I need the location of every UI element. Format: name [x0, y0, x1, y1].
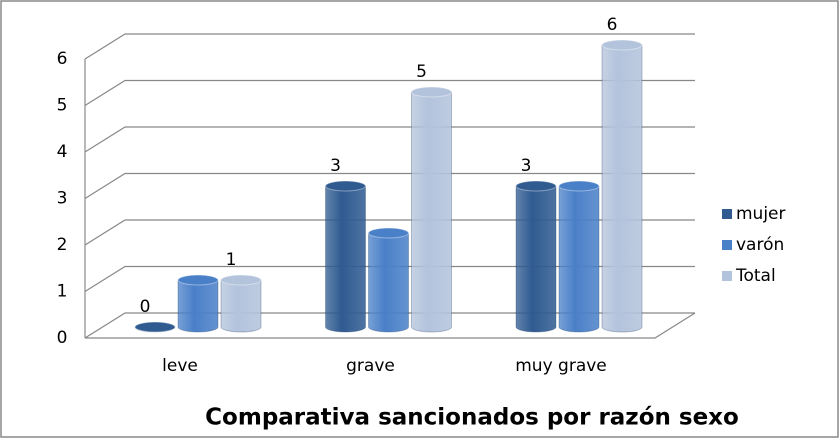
bar-top [368, 227, 409, 239]
data-label: 3 [330, 156, 341, 176]
legend-swatch [722, 240, 732, 250]
floor [85, 312, 696, 339]
data-label: 6 [607, 15, 618, 35]
x-tick-label: grave [346, 356, 395, 376]
legend-label: mujer [736, 204, 786, 224]
data-label: 3 [521, 156, 532, 176]
grid-line [84, 33, 695, 60]
y-tick-label: 0 [57, 328, 68, 348]
grid-line [84, 79, 695, 107]
y-tick-label: 5 [57, 96, 68, 116]
bar [515, 185, 557, 333]
grid-line [84, 219, 695, 246]
y-tick-label: 2 [57, 235, 68, 255]
bar [601, 44, 643, 333]
y-tick-label: 1 [57, 282, 68, 302]
bar [411, 91, 452, 333]
bar [368, 232, 409, 333]
bar-top [134, 321, 176, 333]
data-label: 0 [140, 297, 151, 317]
data-label: 1 [226, 250, 237, 270]
grid-line [84, 172, 695, 200]
bar-top [601, 39, 643, 51]
x-tick-label: leve [162, 356, 198, 376]
bar-top [325, 180, 366, 192]
bar-top [411, 86, 452, 98]
bar-top [177, 274, 219, 286]
chart-title: Comparativa sancionados por razón sexo [205, 405, 739, 431]
legend-label: Total [735, 266, 776, 286]
bar [177, 279, 219, 333]
bar [558, 185, 600, 333]
x-tick-label: muy grave [515, 356, 607, 376]
grid-line [84, 265, 695, 293]
bar-top [515, 180, 557, 192]
bar-top [558, 180, 600, 192]
y-tick-label: 6 [57, 49, 68, 69]
legend-label: varón [736, 235, 784, 255]
legend-swatch [722, 209, 732, 219]
y-tick-label: 4 [57, 142, 68, 162]
bar [325, 185, 366, 333]
grid-line [84, 126, 695, 153]
grid-line [84, 312, 695, 339]
legend-swatch [722, 271, 732, 281]
bar-top [220, 274, 262, 286]
y-tick-label: 3 [57, 189, 68, 209]
bar [220, 279, 262, 333]
data-label: 5 [416, 62, 427, 82]
